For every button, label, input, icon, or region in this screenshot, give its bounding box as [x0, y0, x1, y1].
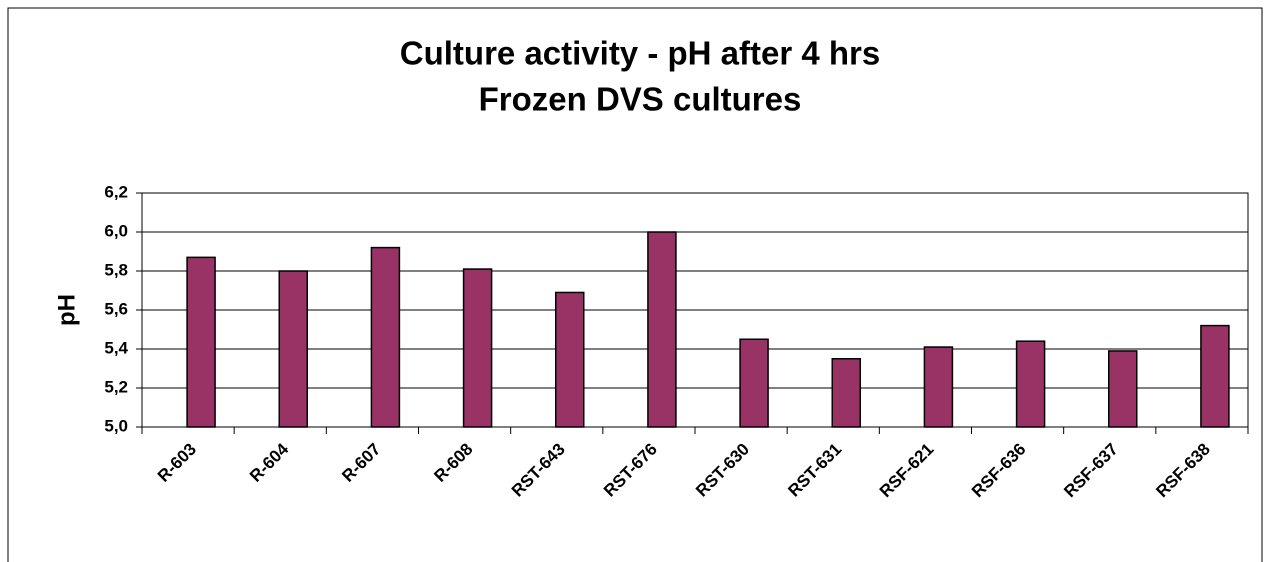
bar: [1200, 324, 1230, 428]
y-tick-label: 5,2: [104, 377, 128, 396]
y-tick-label: 6,2: [104, 182, 128, 201]
bar: [278, 270, 308, 428]
x-tick-label: RSF-636: [968, 440, 1030, 502]
bar: [462, 268, 493, 428]
y-tick-label: 6,0: [104, 221, 128, 240]
y-tick-label: 5,6: [104, 299, 128, 318]
x-tick-label: RSF-621: [876, 440, 938, 502]
bar: [186, 256, 216, 428]
bar: [1015, 340, 1046, 428]
x-tick-label: R-607: [338, 440, 384, 486]
bar: [370, 246, 401, 428]
bar: [1108, 350, 1138, 428]
x-tick-label: RST-643: [508, 440, 569, 501]
y-tick-label: 5,4: [104, 338, 128, 357]
bar: [647, 231, 677, 428]
bar: [555, 291, 585, 428]
chart-title: Culture activity - pH after 4 hrs: [400, 35, 880, 72]
x-tick-label: RSF-637: [1060, 440, 1122, 502]
bar: [923, 346, 954, 428]
chart-subtitle: Frozen DVS cultures: [479, 81, 802, 118]
y-tick-label: 5,8: [104, 260, 128, 279]
chart-frame: [7, 7, 1263, 562]
x-tick-label: RSF-638: [1152, 440, 1214, 502]
x-tick-label: R-603: [154, 440, 200, 486]
x-tick-label: RST-676: [600, 440, 661, 501]
y-tick-label: 5,0: [104, 416, 128, 435]
x-tick-label: RST-631: [784, 440, 845, 501]
x-tick-label: R-604: [246, 439, 293, 486]
bar: [831, 358, 861, 428]
bar: [739, 338, 769, 428]
x-tick-label: R-608: [430, 440, 476, 486]
y-axis-label: pH: [53, 294, 80, 326]
x-tick-label: RST-630: [692, 440, 753, 501]
